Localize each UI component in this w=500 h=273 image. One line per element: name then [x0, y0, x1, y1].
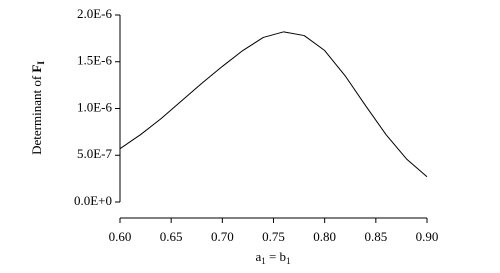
x-tick-label: 0.85 — [364, 229, 387, 244]
y-label-part: Determinant of — [29, 73, 44, 155]
x-tick-label: 0.75 — [262, 229, 285, 244]
y-tick-label: 1.0E-6 — [77, 99, 113, 114]
y-tick-label: 0.0E+0 — [74, 193, 112, 208]
y-label-part: F — [29, 65, 44, 73]
x-tick-label: 0.90 — [416, 229, 439, 244]
y-tick-label: 5.0E-7 — [77, 146, 113, 161]
y-tick-label: 1.5E-6 — [77, 53, 113, 68]
x-tick-label: 0.80 — [313, 229, 336, 244]
x-label-part: a — [255, 249, 261, 264]
x-tick-label: 0.60 — [109, 229, 132, 244]
y-label-sub: I — [36, 61, 46, 65]
data-line — [119, 31, 428, 178]
x-tick-label: 0.70 — [211, 229, 234, 244]
x-tick-label: 0.65 — [160, 229, 183, 244]
x-label-sub: 1 — [261, 256, 266, 266]
y-axis-label: Determinant of FI — [29, 61, 46, 155]
y-tick-label: 2.0E-6 — [77, 6, 113, 21]
x-axis-label: a1 = b1 — [255, 249, 290, 266]
x-label-sub: 1 — [286, 256, 291, 266]
x-label-part: = b — [266, 249, 286, 264]
